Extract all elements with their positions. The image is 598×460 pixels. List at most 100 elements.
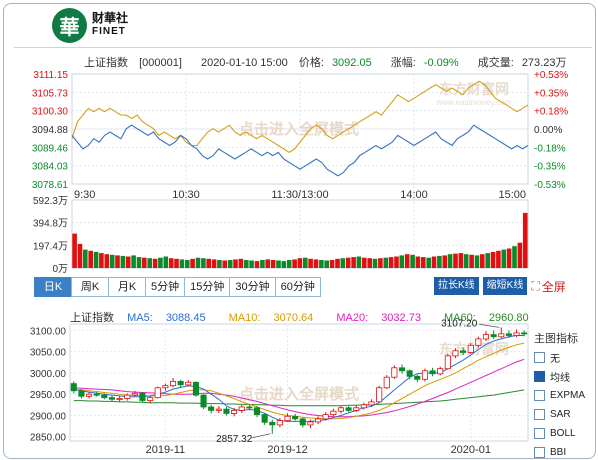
period-tabs: 日K 周K 月K 5分钟 15分钟 30分钟 60分钟 (34, 277, 321, 297)
volume-bar (227, 260, 233, 268)
volume-bar (394, 256, 399, 268)
candle-down (108, 397, 116, 400)
volume-bar (517, 242, 523, 268)
candle-down (261, 414, 268, 423)
quote-change: 涨幅: -0.09% (390, 57, 459, 69)
indicator-expma[interactable]: EXPMA (534, 386, 585, 405)
quote-volume: 成交量: 273.23万 (477, 57, 567, 69)
volume-bar (522, 212, 528, 268)
candle-down (414, 375, 421, 380)
stretch-kline-button[interactable]: 拉长K线 (434, 277, 479, 295)
volume-bar (260, 260, 265, 268)
candle-up (452, 350, 459, 357)
candle-down (521, 332, 528, 335)
volume-bar (147, 258, 152, 268)
candle-up (391, 367, 398, 378)
volume-bar (276, 260, 281, 268)
candle-up (437, 368, 444, 375)
volume-bar (233, 259, 238, 268)
volume-bar (190, 258, 195, 268)
candle-down (292, 415, 299, 420)
candle-down (139, 392, 146, 401)
tab-5min[interactable]: 5分钟 (145, 277, 186, 297)
indicator-sar[interactable]: SAR (534, 405, 585, 424)
candle-down (253, 407, 261, 415)
candle-down (177, 380, 184, 386)
kline-y-tick: 2850.00 (30, 433, 67, 444)
intraday-y-tick: 3078.61 (32, 180, 69, 191)
volume-bar (447, 254, 453, 268)
low-marker-line (252, 433, 271, 439)
volume-bar (506, 248, 512, 268)
intraday-chart[interactable]: 3111.15 +0.53% 3105.73 +0.35% 3100.30 +0.18% 3… (4, 4, 595, 274)
volume-bar (512, 246, 517, 268)
kline-plot-frame (69, 323, 529, 442)
volume-y-tick: 197.4万 (33, 241, 68, 252)
candle-up (444, 355, 451, 370)
volume-bar (378, 258, 383, 268)
volume-bar (72, 233, 77, 268)
indicator-boll[interactable]: BOLL (534, 424, 585, 443)
volume-bar (340, 258, 346, 268)
candle-up (131, 392, 138, 396)
intraday-x-tick: 14:00 (400, 189, 428, 201)
volume-bar (244, 260, 249, 268)
candle-up (169, 380, 177, 387)
volume-bar (265, 259, 270, 268)
volume-bar (93, 251, 99, 268)
tab-daily-k[interactable]: 日K (34, 277, 72, 297)
indicator-list: 无 均线 EXPMA SAR BOLL BBI (534, 348, 585, 458)
volume-bar (83, 249, 88, 268)
candle-up (376, 387, 383, 403)
checkbox-icon (534, 390, 545, 401)
indicator-none[interactable]: 无 (534, 348, 585, 367)
volume-bar (179, 259, 185, 268)
volume-bar (442, 255, 448, 268)
intraday-pct-tick: -0.18% (534, 143, 566, 154)
candle-down (299, 418, 306, 426)
volume-bar (115, 255, 120, 268)
candle-up (307, 421, 314, 426)
volume-bar (458, 253, 464, 268)
intraday-y-tick: 3100.30 (32, 107, 69, 118)
fullscreen-watermark: 点击进入全屏模式 (239, 385, 359, 403)
volume-bar (383, 257, 389, 268)
candle-down (78, 390, 85, 397)
indicator-ma[interactable]: 均线 (534, 367, 585, 386)
high-marker-line (479, 324, 500, 328)
candle-up (330, 410, 337, 416)
volume-bar (281, 261, 287, 268)
kline-index-name: 上证指数 (70, 312, 114, 324)
fullscreen-button[interactable]: ⛶ 全屏 (531, 278, 566, 294)
shrink-kline-button[interactable]: 缩短K线 (482, 277, 528, 295)
candle-down (406, 370, 413, 377)
checkbox-icon (534, 428, 545, 439)
volume-bar (136, 257, 142, 268)
volume-bar (120, 255, 126, 268)
volume-bar (324, 260, 329, 268)
ma5-value: MA5: 3088.45 (127, 312, 206, 324)
index-name: 上证指数 [000001] (84, 57, 182, 69)
kline-chart[interactable]: 3100.00 3050.00 3000.00 2950.00 2900.00 2850.… (4, 4, 595, 458)
volume-bar (292, 259, 297, 268)
brand-name: 财華社 FINET (92, 12, 128, 38)
candle-down (223, 408, 230, 414)
intraday-x-tick: 9:30 (74, 189, 95, 201)
kline-x-tick: 2019-11 (146, 444, 186, 456)
kline-y-tick: 2900.00 (30, 411, 67, 422)
intraday-pct-tick: -0.35% (534, 162, 566, 173)
volume-bar (222, 260, 228, 268)
chart-widget: 華 财華社 FINET 上证指数 [000001] 2020-01-10 15:… (3, 3, 596, 459)
volume-bar (125, 256, 131, 268)
volume-bar (426, 257, 431, 268)
checkbox-icon (534, 352, 545, 363)
volume-bar (480, 254, 485, 268)
tab-monthly-k[interactable]: 月K (108, 277, 146, 297)
volume-bar (308, 258, 313, 268)
tab-60min[interactable]: 60分钟 (274, 277, 321, 297)
indicator-bbi[interactable]: BBI (534, 443, 585, 458)
low-price-label: 2857.32 (216, 434, 253, 445)
intraday-y-tick: 3089.46 (32, 143, 69, 154)
ma-legend: 上证指数 MA5: 3088.45 MA10: 3070.64 MA20: 30… (70, 309, 549, 325)
tab-15min[interactable]: 15分钟 (184, 277, 231, 297)
